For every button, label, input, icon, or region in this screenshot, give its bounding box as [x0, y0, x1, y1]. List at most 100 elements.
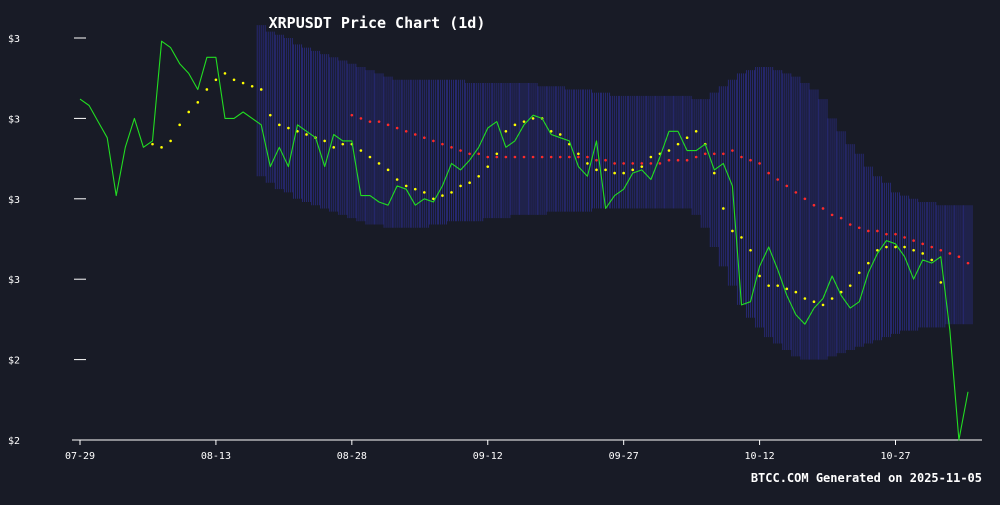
sma20-point	[323, 139, 326, 143]
sma20-point	[423, 191, 426, 194]
sma50-point	[359, 117, 363, 120]
sma20-point	[477, 174, 480, 178]
sma50-point	[749, 158, 752, 162]
sma20-point	[586, 162, 589, 165]
sma20-point	[413, 187, 417, 191]
sma20-point	[876, 248, 879, 252]
sma50-point	[441, 142, 444, 146]
x-tick-label: 10-27	[880, 451, 910, 462]
sma20-point	[667, 149, 671, 152]
sma50-point	[423, 136, 426, 139]
sma50-point	[867, 229, 870, 233]
sma50-point	[549, 155, 553, 159]
y-tick-label: $3	[8, 195, 20, 206]
sma20-point	[867, 261, 870, 265]
sma20-point	[758, 274, 761, 278]
sma20-point	[404, 184, 408, 188]
sma20-point	[712, 171, 716, 175]
sma20-point	[531, 117, 535, 120]
sma50-point	[531, 155, 535, 159]
sma50-point	[885, 232, 888, 236]
sma20-point	[631, 168, 635, 172]
sma50-point	[957, 255, 961, 258]
sma50-point	[413, 133, 417, 136]
sma20-point	[359, 149, 363, 152]
sma20-point	[577, 152, 580, 156]
sma20-point	[187, 110, 191, 114]
sma20-point	[250, 84, 254, 88]
sma20-point	[486, 165, 490, 168]
sma20-point	[830, 297, 834, 300]
sma20-point	[332, 146, 336, 149]
sma50-point	[848, 223, 852, 226]
sma50-point	[586, 155, 589, 159]
sma20-point	[676, 142, 680, 146]
sma20-point	[857, 271, 861, 275]
sma20-point	[558, 133, 562, 136]
sma50-point	[568, 155, 571, 159]
sma20-point	[386, 168, 390, 172]
sma50-point	[486, 155, 490, 159]
sma50-point	[722, 152, 725, 156]
sma20-point	[368, 155, 372, 159]
sma50-point	[821, 207, 825, 210]
sma20-point	[812, 300, 816, 304]
sma50-point	[513, 155, 517, 159]
sma20-point	[495, 152, 499, 156]
sma20-point	[722, 207, 725, 210]
sma50-point	[903, 236, 906, 239]
sma20-point	[921, 252, 924, 255]
sma20-point	[377, 162, 381, 165]
sma20-point	[459, 184, 462, 188]
sma50-point	[613, 162, 616, 165]
sma20-point	[205, 88, 209, 91]
sma50-point	[522, 155, 526, 159]
sma50-point	[703, 152, 707, 156]
sma20-point	[232, 78, 236, 82]
sma20-point	[268, 113, 272, 117]
sma20-point	[223, 72, 227, 75]
y-tick-label: $3	[8, 34, 20, 45]
sma20-point	[613, 171, 616, 175]
sma20-point	[241, 81, 245, 85]
sma50-point	[676, 158, 680, 162]
sma20-point	[640, 165, 644, 168]
x-tick-label: 09-27	[609, 451, 639, 462]
sma20-point	[287, 126, 290, 130]
sma20-point	[504, 129, 508, 133]
y-tick-label: $3	[8, 275, 20, 286]
sma20-point	[395, 178, 399, 181]
sma20-point	[450, 191, 453, 194]
sma50-point	[912, 239, 915, 242]
x-tick-label: 09-12	[473, 451, 503, 462]
x-tick-label: 08-28	[337, 451, 367, 462]
sma20-point	[939, 281, 943, 284]
sma20-point	[341, 142, 345, 146]
y-tick-label: $3	[8, 114, 20, 125]
sma20-point	[151, 142, 154, 146]
sma20-point	[196, 101, 200, 104]
sma50-point	[876, 229, 879, 233]
x-tick-label: 08-13	[201, 451, 231, 462]
sma50-point	[595, 158, 598, 162]
sma20-point	[694, 129, 698, 133]
sma20-point	[848, 284, 852, 287]
x-tick-label: 07-29	[65, 451, 95, 462]
price-line	[79, 40, 969, 441]
sma20-point	[522, 120, 526, 123]
sma20-point	[731, 229, 734, 233]
sma20-point	[259, 88, 263, 91]
footer-generated-note: BTCC.COM Generated on 2025-11-05	[751, 471, 982, 485]
sma50-point	[803, 197, 807, 201]
sma50-point	[966, 261, 970, 265]
sma50-point	[694, 155, 698, 159]
sma50-point	[740, 155, 743, 159]
sma20-point	[278, 123, 281, 127]
sma50-point	[577, 155, 580, 159]
sma20-point	[296, 129, 299, 133]
sma50-point	[894, 232, 897, 236]
sma20-point	[432, 197, 435, 201]
sma50-point	[622, 162, 625, 165]
